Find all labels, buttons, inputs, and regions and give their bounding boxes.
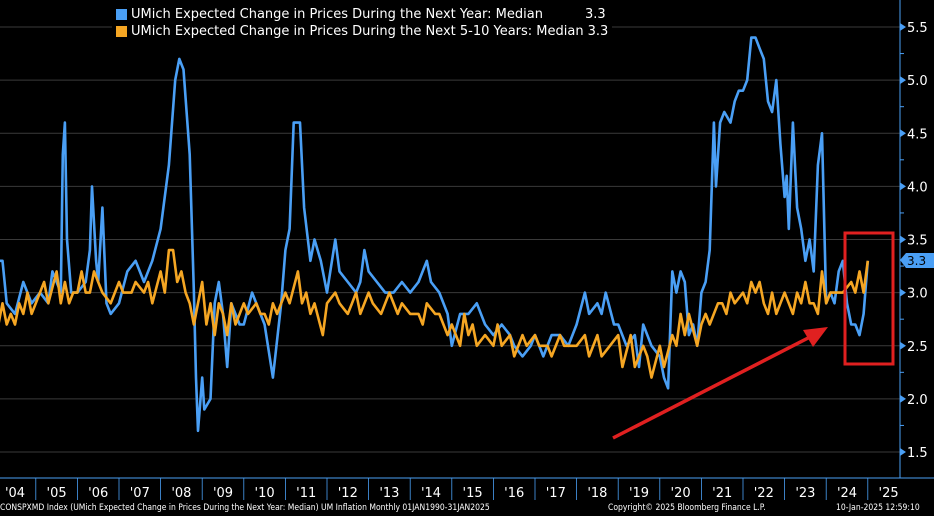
current-value-tag: 3.3	[900, 253, 934, 268]
x-tick-label: '12	[338, 486, 358, 501]
legend-value: 3.3	[584, 7, 606, 22]
y-tick-label: 3.0	[907, 287, 928, 302]
y-tick-marker	[900, 23, 906, 31]
legend-item-5-10-years: UMich Expected Change in Prices During t…	[116, 23, 608, 40]
y-tick-marker	[900, 235, 906, 244]
y-tick-marker	[900, 394, 906, 403]
y-tick-label: 4.0	[907, 180, 928, 195]
y-tick-label: 5.0	[907, 74, 928, 89]
legend-label: UMich Expected Change in Prices During t…	[131, 24, 584, 39]
x-tick-label: '17	[546, 486, 566, 501]
y-axis: 1.5 2.0 2.5 3.0 3.5 4.0 4.5 5.0 5.5	[899, 0, 928, 478]
x-tick-label: '09	[213, 486, 233, 501]
y-tick-marker	[900, 341, 906, 350]
x-tick-label: '19	[629, 486, 649, 501]
x-tick-label: '22	[754, 486, 774, 501]
x-tick-label: '23	[795, 486, 815, 501]
y-tick-marker	[900, 288, 906, 297]
x-tick-label: '11	[296, 486, 316, 501]
x-tick-label: '05	[47, 486, 67, 501]
legend-item-next-year: UMich Expected Change in Prices During t…	[116, 6, 608, 23]
y-tick-label: 5.5	[907, 21, 928, 36]
footer-copyright: Copyright© 2025 Bloomberg Finance L.P.	[608, 503, 766, 513]
x-tick-label: '20	[671, 486, 691, 501]
x-tick-label: '15	[463, 486, 483, 501]
y-tick-marker	[900, 182, 906, 191]
legend-label: UMich Expected Change in Prices During t…	[131, 7, 543, 22]
x-tick-label: '18	[587, 486, 607, 501]
x-tick-label: '25	[879, 486, 899, 501]
legend-value: 3.3	[587, 24, 609, 39]
y-tick-label: 2.5	[907, 340, 928, 355]
y-tick-label: 4.5	[907, 127, 928, 142]
x-tick-label: '13	[379, 486, 399, 501]
footer-source: CONSPXMD Index (UMich Expected Change in…	[0, 503, 490, 513]
y-tick-marker	[900, 129, 906, 138]
y-tick-label: 2.0	[907, 393, 928, 408]
x-tick-label: '10	[255, 486, 275, 501]
series-line-next-year	[0, 36, 870, 433]
x-tick-label: '07	[130, 486, 150, 501]
grid-lines	[0, 26, 900, 453]
series-lines	[0, 36, 870, 433]
x-tick-label: '16	[504, 486, 524, 501]
x-tick-label: '21	[712, 486, 732, 501]
x-tick-label: '14	[421, 486, 441, 501]
legend: UMich Expected Change in Prices During t…	[112, 5, 613, 41]
series-line-5-10-years	[0, 248, 870, 379]
x-tick-label: '06	[88, 486, 108, 501]
arrow-annotation	[612, 327, 828, 440]
x-tick-label: '04	[5, 486, 25, 501]
x-tick-label: '24	[837, 486, 857, 501]
y-tick-label: 3.5	[907, 234, 928, 249]
footer-timestamp: 10-Jan-2025 12:59:10	[836, 503, 920, 513]
y-tick-marker	[900, 76, 906, 85]
highlight-box-annotation	[843, 231, 895, 366]
y-tick-label: 1.5	[907, 446, 928, 461]
y-tick-marker	[900, 448, 906, 456]
x-tick-label: '08	[171, 486, 191, 501]
x-axis: '04 '05 '06 '07 '08 '09 '10 '11 '12 '13 '14 '15 '16 '…	[0, 477, 934, 501]
current-value-label: 3.3	[907, 254, 926, 268]
legend-swatch-blue	[116, 9, 127, 20]
legend-swatch-orange	[116, 26, 127, 37]
